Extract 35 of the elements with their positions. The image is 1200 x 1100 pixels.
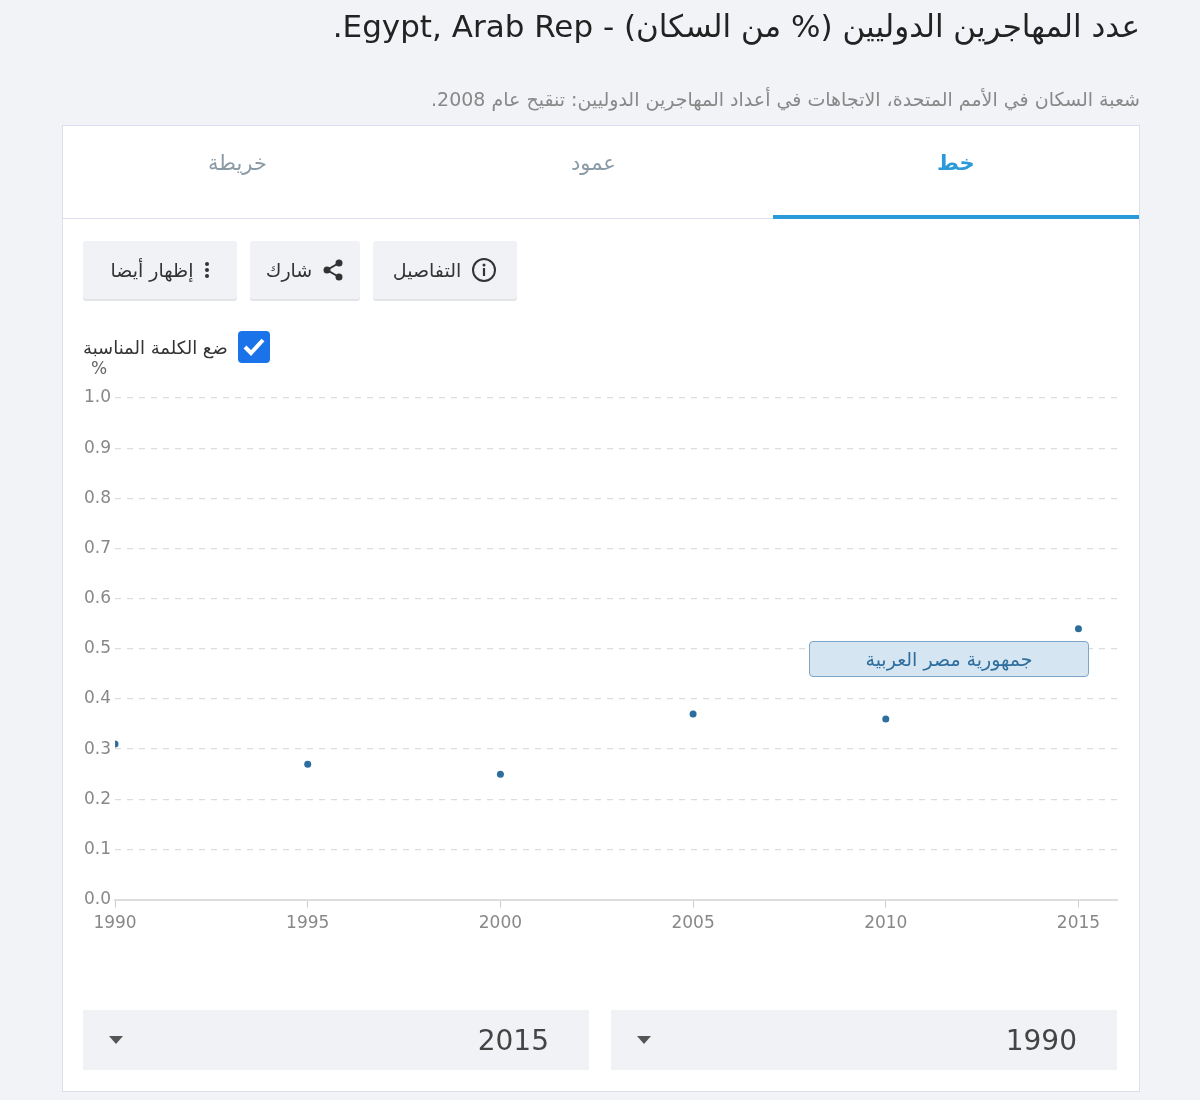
- chart-title: عدد المهاجرين الدوليين (% من السكان) - Egypt, Arab Rep.: [332, 8, 1140, 44]
- x-tick-label: 2000: [478, 912, 523, 933]
- text: خط: [937, 151, 975, 175]
- point: [304, 760, 312, 768]
- point: [1074, 625, 1082, 633]
- text: 1990: [1005, 1023, 1077, 1057]
- y-tick-label: 0.8: [83, 486, 112, 507]
- text: خريطة: [208, 151, 267, 175]
- point: [496, 770, 504, 778]
- point: [882, 715, 890, 723]
- y-tick-label: 0.3: [83, 737, 112, 758]
- text: إظهار أيضا: [110, 259, 194, 281]
- text: 2015: [477, 1023, 549, 1057]
- y-tick-label: 0.9: [83, 436, 112, 457]
- y-tick-label: 0.6: [83, 587, 112, 608]
- y-tick-label: 0.5: [83, 637, 112, 658]
- point: [689, 710, 697, 718]
- y-axis-title: %: [90, 358, 108, 378]
- y-tick-label: 0.0: [83, 888, 112, 909]
- text: شارك: [265, 259, 313, 281]
- y-tick-label: 1.0: [83, 386, 112, 407]
- x-tick-label: 2015: [1056, 912, 1101, 933]
- y-tick-label: 0.7: [83, 536, 112, 557]
- y-tick-label: 0.1: [83, 837, 112, 858]
- text: التفاصيل: [392, 259, 462, 281]
- y-tick-label: 0.2: [83, 787, 112, 808]
- text: عمود: [571, 151, 616, 175]
- y-tick-label: 0.4: [83, 687, 112, 708]
- chart-subtitle: شعبة السكان في الأمم المتحدة، الاتجاهات في أعداد المهاجرين الدوليين: تنقيح عام 2008.: [431, 88, 1140, 110]
- x-tick-label: 1990: [93, 912, 137, 933]
- x-tick-label: 1995: [286, 912, 330, 933]
- x-tick-label: 2005: [671, 912, 715, 933]
- name-tag: جمهورية مصر العربية: [809, 640, 1089, 677]
- x-tick-label: 2010: [864, 912, 908, 933]
- text: ضع الكلمة المناسبة: [83, 336, 228, 358]
